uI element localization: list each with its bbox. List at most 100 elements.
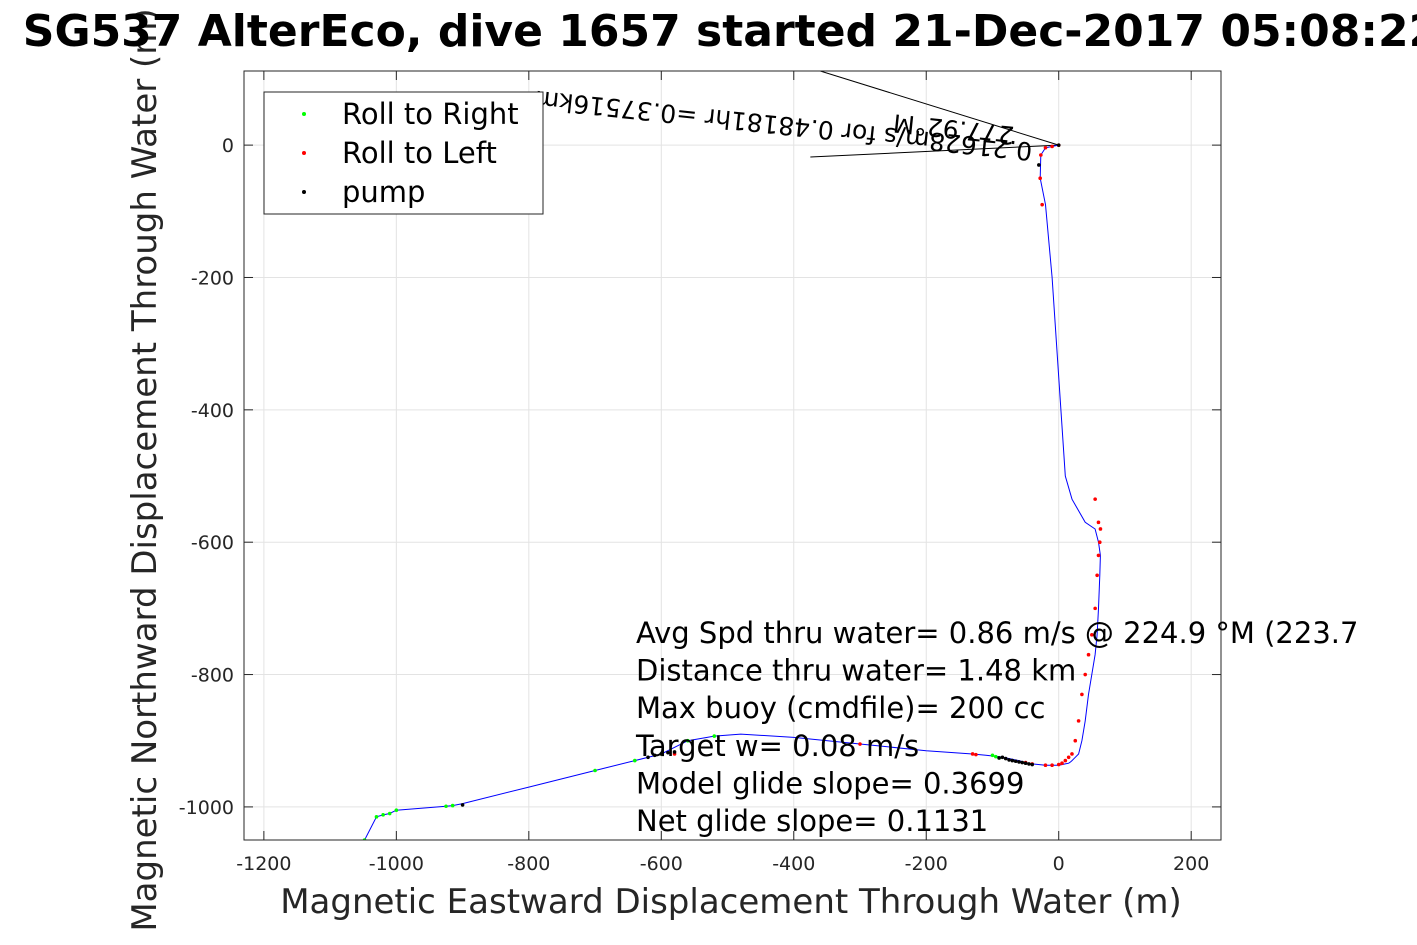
roll-to-left-point: [1040, 202, 1044, 207]
legend-label-roll-to-left: Roll to Left: [342, 136, 497, 170]
y-tick-label: -600: [191, 532, 234, 554]
roll-to-left-point: [1096, 520, 1101, 525]
pump-point: [1023, 761, 1028, 766]
pump-point: [1003, 756, 1008, 761]
roll-to-left-point: [1063, 758, 1068, 763]
roll-to-right-point: [685, 738, 690, 743]
roll-to-right-point: [633, 758, 637, 763]
roll-to-left-point: [1090, 633, 1094, 637]
pump-point: [1056, 143, 1061, 147]
roll-to-right-point: [593, 768, 597, 773]
roll-to-left-point: [858, 742, 862, 746]
roll-to-left-point: [1076, 719, 1081, 723]
pump-point: [659, 752, 664, 756]
track-line: [364, 144, 1101, 840]
y-tick-label: -200: [191, 267, 234, 289]
legend-marker-roll-to-left: [302, 151, 306, 155]
roll-to-left-point: [1086, 652, 1091, 657]
pump-point: [1007, 758, 1011, 762]
ticks: [244, 71, 1221, 840]
x-tick-label: -200: [905, 853, 948, 875]
annotations: Avg Spd thru water= 0.86 m/s @ 224.9 °M …: [635, 616, 1358, 838]
pump-point: [997, 756, 1001, 760]
roll-to-left-point: [1039, 153, 1043, 157]
roll-to-left-point: [1056, 762, 1061, 767]
x-axis-label: Magnetic Eastward Displacement Through W…: [280, 882, 1182, 922]
pump-point: [672, 750, 677, 754]
annotation-line: Target w= 0.08 m/s: [635, 729, 919, 763]
roll-to-right-point: [450, 803, 455, 808]
x-tick-label: -1200: [236, 853, 291, 875]
roll-to-left-point: [1043, 763, 1048, 768]
roll-to-left-point: [1066, 755, 1071, 760]
chart-title: SG537 AlterEco, dive 1657 started 21-Dec…: [23, 6, 1417, 57]
roll-to-right-point: [387, 811, 392, 816]
current-vector-line: [820, 71, 1059, 146]
plot-frame: [243, 70, 1222, 841]
annotation-line: Max buoy (cmdfile)= 200 cc: [636, 691, 1045, 725]
pump-point: [1020, 760, 1025, 765]
x-tick-label: 200: [1173, 853, 1209, 875]
data-points: [362, 143, 1103, 840]
roll-to-left-point: [1093, 497, 1097, 501]
pump-point: [1000, 755, 1005, 760]
roll-to-left-point: [1093, 606, 1097, 611]
pump-point: [1010, 758, 1015, 763]
roll-to-right-point: [381, 813, 385, 817]
pump-point: [1013, 759, 1018, 764]
roll-to-left-point: [1043, 145, 1048, 150]
roll-to-left-point: [1060, 761, 1064, 766]
y-axis-label: Magnetic Northward Displacement Through …: [125, 8, 165, 931]
y-tick-label: -1000: [179, 797, 234, 819]
annotation-line: Avg Spd thru water= 0.86 m/s @ 224.9 °M …: [636, 616, 1358, 650]
legend-marker-pump: [302, 190, 306, 194]
current-vector-barb: [810, 144, 1059, 158]
roll-to-right-point: [374, 815, 379, 819]
x-tick-label: -400: [772, 853, 815, 875]
roll-to-left-point: [1038, 176, 1042, 181]
y-tick-label: -400: [191, 400, 234, 422]
roll-to-right-point: [712, 734, 717, 738]
roll-to-left-point: [1097, 540, 1102, 544]
roll-to-right-point: [444, 804, 448, 809]
annotation-line: Model glide slope= 0.3699: [636, 766, 1024, 800]
roll-to-left-point: [1050, 144, 1054, 149]
legend-label-pump: pump: [342, 175, 425, 209]
pump-point: [1037, 163, 1041, 167]
pump-point: [1030, 762, 1035, 767]
x-tick-label: -800: [507, 853, 550, 875]
y-tick-label: 0: [222, 135, 234, 157]
legend-box: [263, 91, 544, 215]
x-tick-label: -1000: [369, 853, 424, 875]
pump-point: [1027, 762, 1031, 766]
current-vector: [810, 71, 1059, 158]
pump-point: [1017, 760, 1021, 764]
glider-track: [364, 144, 1101, 840]
pump-point: [646, 755, 650, 760]
y-tick-label: -800: [191, 665, 234, 687]
roll-to-left-point: [1073, 738, 1078, 743]
annotation-line: Distance thru water= 1.48 km: [636, 654, 1076, 688]
roll-to-right-point: [990, 753, 995, 758]
roll-to-right-point: [394, 808, 399, 813]
x-tick-label: 0: [1053, 853, 1065, 875]
pump-point: [666, 750, 670, 755]
roll-to-left-point: [970, 752, 975, 756]
roll-to-left-point: [1083, 672, 1088, 677]
legend-label-roll-to-right: Roll to Right: [342, 97, 519, 131]
roll-to-right-point: [993, 754, 998, 759]
legend: Roll to Right Roll to Left pump: [263, 91, 544, 215]
roll-to-left-point: [1070, 752, 1074, 756]
tick-labels: -1200 -1000 -800 -600 -400 -200 0 200 -1000 -800 -…: [179, 135, 1210, 875]
roll-to-left-point: [1050, 763, 1054, 768]
roll-to-left-point: [1080, 692, 1084, 697]
pump-point: [652, 753, 657, 758]
legend-marker-roll-to-right: [302, 112, 306, 116]
roll-to-left-point: [974, 752, 978, 757]
x-tick-label: -600: [640, 853, 683, 875]
roll-to-left-point: [1098, 527, 1103, 531]
pump-point: [460, 803, 465, 807]
annotation-line: Net glide slope= 0.1131: [636, 804, 988, 838]
roll-to-left-point: [1095, 573, 1099, 578]
